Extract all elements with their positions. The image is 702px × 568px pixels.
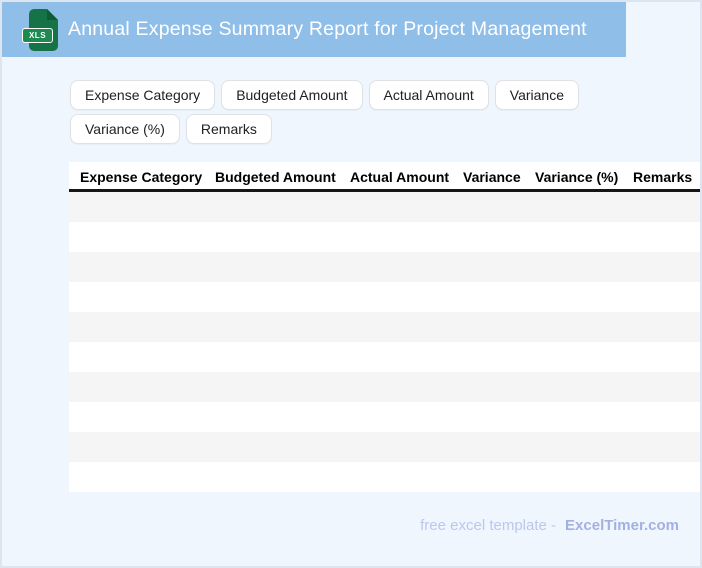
xls-badge-label: XLS (22, 28, 53, 43)
table-row (69, 282, 700, 312)
table-row (69, 192, 700, 222)
table-row (69, 312, 700, 342)
chip-actual-amount[interactable]: Actual Amount (368, 80, 489, 110)
chip-budgeted-amount[interactable]: Budgeted Amount (221, 80, 363, 110)
table-row (69, 462, 700, 492)
column-header-variance-percent: Variance (%) (535, 169, 619, 185)
chip-variance[interactable]: Variance (494, 80, 579, 110)
table-row (69, 372, 700, 402)
column-header-actual-amount: Actual Amount (350, 169, 450, 185)
header-bar: Annual Expense Summary Report for Projec… (2, 2, 626, 57)
table-body (69, 192, 700, 492)
table-row (69, 432, 700, 462)
chip-variance-percent[interactable]: Variance (%) (70, 114, 180, 144)
footer-brand-link[interactable]: ExcelTimer.com (565, 517, 679, 534)
xls-corner-fold (47, 9, 58, 20)
table-row (69, 222, 700, 252)
column-header-budgeted-amount: Budgeted Amount (215, 169, 336, 185)
table-row (69, 402, 700, 432)
xls-file-icon: XLS (22, 9, 58, 51)
column-header-expense-category: Expense Category (80, 169, 203, 185)
footer: free excel template - ExcelTimer.com (420, 516, 679, 536)
chip-remarks[interactable]: Remarks (185, 114, 272, 144)
column-header-variance: Variance (463, 169, 521, 185)
field-chips: Expense Category Budgeted Amount Actual … (70, 80, 690, 144)
footer-text: free excel template - (420, 517, 557, 534)
table-header-row: Expense Category Budgeted Amount Actual … (69, 162, 700, 192)
chip-expense-category[interactable]: Expense Category (70, 80, 216, 110)
expense-table: Expense Category Budgeted Amount Actual … (69, 162, 700, 492)
page-title: Annual Expense Summary Report for Projec… (68, 18, 587, 40)
table-row (69, 252, 700, 282)
table-row (69, 342, 700, 372)
column-header-remarks: Remarks (633, 169, 693, 185)
